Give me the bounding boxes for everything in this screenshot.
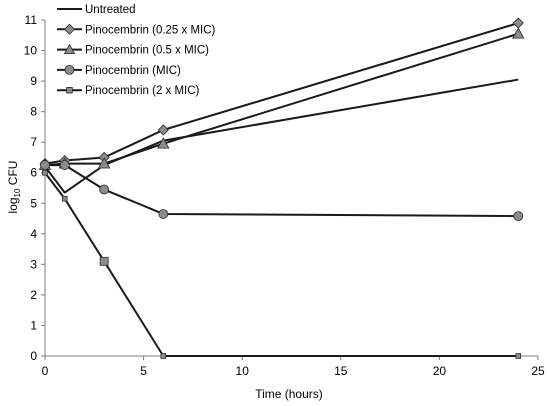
legend-item: Pinocembrin (2 x MIC) xyxy=(57,85,200,97)
data-point-triangle xyxy=(512,27,525,39)
legend-marker-diamond xyxy=(63,23,76,35)
legend-label: Pinocembrin (MIC) xyxy=(85,65,181,77)
y-tick-label: 2 xyxy=(30,288,37,302)
x-tick-label: 25 xyxy=(531,364,545,378)
legend-marker-circle xyxy=(64,65,75,75)
x-tick-label: 0 xyxy=(42,364,49,378)
y-tick-label: 8 xyxy=(30,105,37,119)
y-tick-label: 0 xyxy=(30,349,37,363)
y-tick-label: 9 xyxy=(30,74,37,88)
y-tick-label: 6 xyxy=(30,166,37,180)
legend-item: Untreated xyxy=(57,4,136,16)
y-axis-title-subscript: 10 xyxy=(13,188,22,197)
legend-item: Pinocembrin (0.25 x MIC) xyxy=(57,23,216,36)
legend-item: Pinocembrin (MIC) xyxy=(57,65,181,77)
legend-label: Pinocembrin (0.25 x MIC) xyxy=(85,24,216,36)
y-tick-label: 1 xyxy=(30,318,37,332)
data-point-diamond xyxy=(512,17,524,29)
data-point-square xyxy=(61,195,68,202)
data-point-circle xyxy=(513,211,524,222)
y-tick-label: 10 xyxy=(24,44,38,58)
data-point-circle xyxy=(158,209,169,219)
x-tick-label: 10 xyxy=(236,364,250,378)
axes: 0 1 2 3 4 5 6 7 8 9 10 11 0 5 10 15 20 25 xyxy=(24,13,545,378)
legend-label: Untreated xyxy=(85,4,136,16)
series-square xyxy=(42,169,522,359)
x-axis-title: Time (hours) xyxy=(255,387,323,401)
data-point-square xyxy=(99,256,109,266)
x-tick-label: 5 xyxy=(140,364,147,378)
legend-marker-triangle xyxy=(63,43,76,54)
legend-label: Pinocembrin (0.5 x MIC) xyxy=(85,45,209,57)
y-tick-label: 5 xyxy=(30,196,37,210)
data-point-triangle xyxy=(157,137,170,149)
y-axis-title-prefix: log xyxy=(6,197,20,213)
series-layer xyxy=(38,17,525,359)
data-point-circle xyxy=(40,160,50,170)
data-point-circle xyxy=(99,184,110,195)
y-axis-title-suffix: CFU xyxy=(6,161,20,189)
y-axis-title: log10 CFU xyxy=(6,161,22,214)
data-point-square xyxy=(160,353,167,359)
series-line xyxy=(45,164,519,218)
data-point-square xyxy=(42,169,48,176)
data-point-triangle xyxy=(97,157,111,169)
y-tick-label: 3 xyxy=(30,257,37,271)
series-circle xyxy=(40,160,524,222)
y-tick-label: 7 xyxy=(30,135,37,149)
x-tick-label: 20 xyxy=(433,364,447,378)
legend-item: Pinocembrin (0.5 x MIC) xyxy=(57,43,209,57)
legend-marker-square xyxy=(66,87,73,94)
series-line xyxy=(44,172,519,357)
x-tick-label: 15 xyxy=(334,364,348,378)
data-point-square xyxy=(515,353,522,359)
data-point-diamond xyxy=(157,124,169,136)
legend: Untreated Pinocembrin (0.25 x MIC) Pinocem… xyxy=(57,4,216,97)
y-tick-label: 4 xyxy=(30,227,37,241)
y-tick-label: 11 xyxy=(25,13,38,27)
legend-label: Pinocembrin (2 x MIC) xyxy=(85,85,200,97)
data-point-circle xyxy=(59,160,70,170)
